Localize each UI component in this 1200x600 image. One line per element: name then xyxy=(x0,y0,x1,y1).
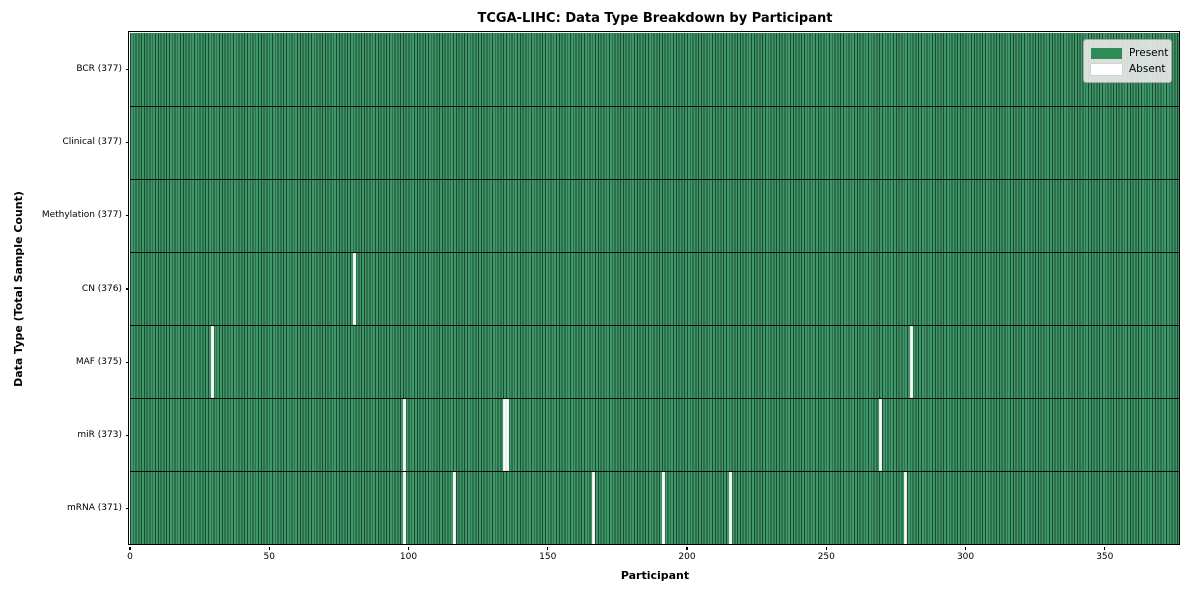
y-tick-mark xyxy=(125,507,129,510)
absent-bar-mRNA-215 xyxy=(728,472,732,545)
x-tick-mark xyxy=(407,546,410,550)
row-separator xyxy=(130,324,1180,327)
y-tick-label-Clinical: Clinical (377) xyxy=(62,137,122,148)
row-separator xyxy=(130,251,1180,254)
y-tick-label-Methylation: Methylation (377) xyxy=(41,210,122,221)
y-tick-label-miR: miR (373) xyxy=(77,429,122,440)
absent-bar-mRNA-278 xyxy=(904,472,908,545)
y-tick-mark xyxy=(125,215,129,217)
x-tick-label-150: 150 xyxy=(539,552,557,562)
absent-bar-miR-269 xyxy=(879,399,882,472)
y-tick-label-CN: CN (376) xyxy=(81,283,122,294)
x-tick-label-50: 50 xyxy=(263,552,275,562)
legend-entry-absent: Absent xyxy=(1091,61,1166,77)
absent-swatch-icon xyxy=(1091,63,1122,75)
x-axis-title: Participant xyxy=(620,569,690,582)
y-tick-mark xyxy=(125,434,129,436)
absent-bar-MAF-29 xyxy=(210,326,214,399)
x-tick-mark xyxy=(964,546,967,550)
plot-area xyxy=(130,33,1180,545)
present-swatch-icon xyxy=(1091,47,1122,59)
absent-bar-CN-80 xyxy=(352,253,356,325)
y-tick-label-MAF: MAF (375) xyxy=(75,356,122,367)
x-tick-label-0: 0 xyxy=(127,552,133,562)
x-tick-label-250: 250 xyxy=(817,552,835,562)
x-tick-mark xyxy=(268,546,270,550)
row-separator xyxy=(130,178,1180,180)
absent-bar-mRNA-116 xyxy=(453,472,456,545)
absent-bar-MAF-280 xyxy=(909,326,913,399)
legend-present-label: Present xyxy=(1129,47,1169,59)
x-tick-mark xyxy=(129,546,131,550)
row-separator xyxy=(130,398,1180,400)
absent-bar-mRNA-191 xyxy=(661,472,665,545)
x-tick-label-100: 100 xyxy=(399,552,418,562)
legend: Present Absent xyxy=(1083,39,1172,83)
row-separator xyxy=(130,471,1180,473)
y-axis-title: Data Type (Total Sample Count) xyxy=(12,191,25,387)
x-tick-label-350: 350 xyxy=(1096,552,1114,562)
absent-bar-miR-98 xyxy=(402,399,406,472)
x-tick-mark xyxy=(1104,546,1106,550)
legend-absent-label: Absent xyxy=(1129,63,1166,75)
absent-bar-mRNA-166 xyxy=(592,472,596,545)
x-tick-label-200: 200 xyxy=(678,552,696,562)
x-tick-mark xyxy=(686,546,688,550)
x-tick-label-300: 300 xyxy=(956,552,975,562)
absent-bar-miR-135 xyxy=(505,399,509,472)
chart-title: TCGA-LIHC: Data Type Breakdown by Partic… xyxy=(477,11,833,26)
row-separator xyxy=(130,105,1180,107)
x-tick-mark xyxy=(547,546,549,550)
y-tick-mark xyxy=(125,68,129,71)
y-tick-label-BCR: BCR (377) xyxy=(76,64,122,75)
y-tick-label-mRNA: mRNA (371) xyxy=(67,502,122,513)
absent-bar-mRNA-98 xyxy=(402,472,406,545)
absent-bar-miR-134 xyxy=(503,399,506,472)
x-tick-mark xyxy=(825,546,827,550)
y-tick-mark xyxy=(125,142,129,144)
y-tick-mark xyxy=(125,361,129,363)
legend-entry-present: Present xyxy=(1091,45,1168,61)
y-tick-mark xyxy=(125,288,129,290)
